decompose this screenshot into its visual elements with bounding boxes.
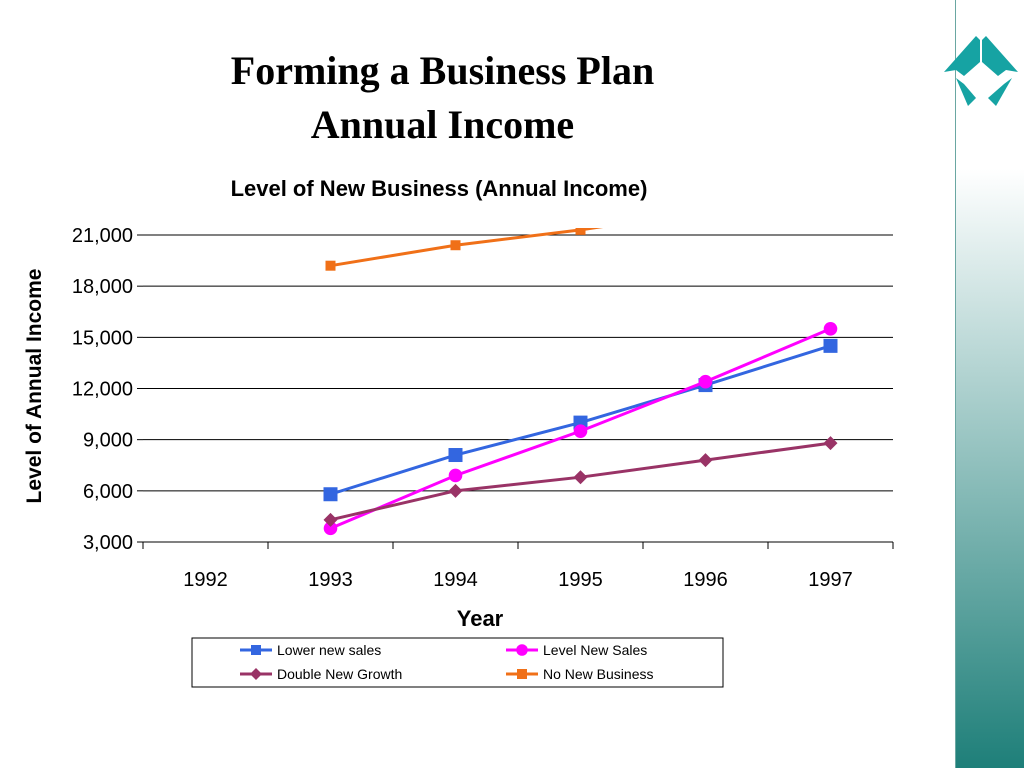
legend-item: Lower new sales xyxy=(240,642,381,658)
legend-label: Level New Sales xyxy=(543,642,647,658)
x-tick-label: 1992 xyxy=(183,569,228,591)
data-point xyxy=(573,470,588,485)
data-point xyxy=(575,228,586,235)
legend-item: Level New Sales xyxy=(506,642,647,658)
gridlines xyxy=(143,234,893,543)
line-chart: Level of New Business (Annual Income) 3,… xyxy=(23,176,894,688)
x-axis-ticks: 1992 1993 1994 1995 1996 1997 xyxy=(142,542,894,591)
data-point xyxy=(823,338,838,353)
data-point xyxy=(823,322,838,336)
data-point xyxy=(450,240,461,251)
legend-label: Double New Growth xyxy=(277,666,402,682)
y-tick-label: 9,000 xyxy=(83,430,133,452)
data-point xyxy=(323,512,338,527)
legend-item: No New Business xyxy=(506,666,654,682)
data-point xyxy=(698,453,713,468)
data-point xyxy=(826,186,836,196)
chart-title: Level of New Business (Annual Income) xyxy=(231,176,648,201)
series-double-new-growth xyxy=(323,436,838,527)
legend-swatch-marker xyxy=(516,644,528,656)
legend: Lower new sales Level New Sales Double New… xyxy=(191,637,724,688)
y-tick-label: 12,000 xyxy=(72,379,133,401)
x-tick-label: 1996 xyxy=(683,569,728,591)
data-point xyxy=(448,448,463,463)
x-tick-label: 1997 xyxy=(808,569,853,591)
series-layer xyxy=(323,186,838,536)
decorative-side-band xyxy=(955,0,1024,768)
legend-label: Lower new sales xyxy=(277,642,381,658)
legend-swatch-marker xyxy=(251,645,261,655)
legend-swatch-marker xyxy=(250,668,262,680)
data-point xyxy=(323,487,338,502)
x-axis-label: Year xyxy=(457,606,504,631)
legend-label: No New Business xyxy=(543,666,654,682)
y-tick-label: 21,000 xyxy=(72,225,133,247)
data-point xyxy=(573,424,588,438)
legend-item: Double New Growth xyxy=(240,666,402,682)
y-tick-label: 18,000 xyxy=(72,276,133,298)
data-point xyxy=(701,206,711,216)
x-tick-label: 1995 xyxy=(558,569,603,591)
data-point xyxy=(323,521,338,536)
data-point xyxy=(448,483,463,498)
legend-swatch-marker xyxy=(517,669,527,679)
data-point xyxy=(448,468,463,483)
series-no-new-business xyxy=(325,186,836,271)
x-tick-label: 1994 xyxy=(433,569,478,591)
legend-box xyxy=(191,637,724,688)
data-point xyxy=(823,436,838,451)
data-point xyxy=(325,260,336,271)
slide-title: Forming a Business Plan Annual Income xyxy=(110,44,775,152)
y-axis-label: Level of Annual Income xyxy=(23,269,46,504)
slide-title-line2: Annual Income xyxy=(310,102,575,147)
slide-title-line1: Forming a Business Plan xyxy=(230,48,655,93)
data-point xyxy=(698,374,713,389)
y-tick-label: 15,000 xyxy=(72,327,133,349)
y-tick-label: 3,000 xyxy=(83,532,133,554)
teal-geometric-logo-icon xyxy=(944,36,1018,106)
x-tick-label: 1993 xyxy=(308,569,353,591)
series-level-new-sales xyxy=(323,322,838,536)
y-tick-label: 6,000 xyxy=(83,481,133,503)
y-axis-ticks: 3,000 6,000 9,000 12,000 15,000 18,000 21,000 xyxy=(72,225,143,554)
